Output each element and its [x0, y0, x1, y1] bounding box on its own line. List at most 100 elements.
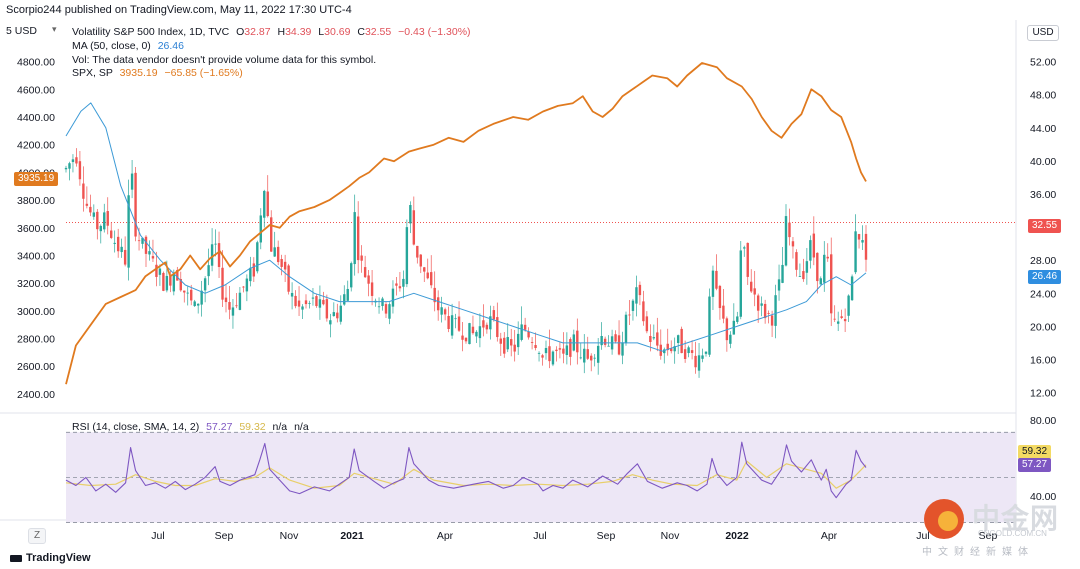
vix-candle-body [826, 256, 829, 259]
vix-candle-up [624, 311, 628, 346]
vix-candle-body [183, 290, 186, 293]
vix-candle-up [607, 335, 610, 347]
vix-candle-down [530, 337, 534, 350]
x-axis-tick: 2022 [725, 530, 749, 542]
vix-candle-body [843, 319, 847, 322]
vix-candle-down [315, 294, 318, 308]
vix-candle-up [245, 274, 249, 302]
legend-high-value: 34.39 [285, 26, 312, 38]
legend-change-value: −0.43 (−1.30%) [398, 26, 471, 38]
vix-candle-body [823, 254, 826, 283]
vix-candle-body [767, 313, 770, 314]
vix-candle-down [770, 310, 774, 338]
vix-candle-body [840, 316, 843, 318]
vix-candle-down [680, 326, 683, 354]
vix-candle-body [503, 337, 506, 354]
spx-price-tag: 3935.19 [14, 172, 59, 186]
vix-candle-body [687, 347, 690, 354]
spx-axis-tick: 3000.00 [17, 306, 55, 318]
legend-spx-value: 3935.19 [119, 67, 158, 79]
vix-candle-up [200, 280, 203, 317]
chevron-down-icon[interactable]: ▾ [52, 24, 57, 34]
legend-rsi[interactable]: RSI (14, close, SMA, 14, 2) 57.27 59.32 … [72, 421, 309, 433]
vix-candle-body [190, 289, 193, 301]
vix-candle-up [516, 321, 520, 355]
vix-candle-body [676, 335, 680, 344]
vix-candle-body [395, 283, 398, 286]
vix-candle-body [736, 316, 739, 322]
vix-candle-body [516, 333, 520, 348]
vix-candle-body [249, 267, 252, 282]
vix-candle-body [485, 324, 489, 330]
vix-candle-up [402, 270, 405, 299]
x-axis-tick: Apr [821, 530, 838, 542]
legend-high-label: H [277, 26, 286, 38]
vix-candle-down [576, 318, 579, 365]
vix-candle-down [325, 294, 329, 322]
vix-candle-up [193, 299, 196, 307]
vix-candle-body [172, 273, 176, 292]
vix-candle-body [179, 278, 182, 291]
x-axis-tick: Nov [661, 530, 680, 542]
vix-candle-body [579, 357, 582, 359]
vix-candle-up [850, 274, 854, 301]
vix-candle-body [276, 246, 280, 263]
tradingview-logo[interactable]: TradingView [10, 552, 91, 564]
vix-candle-body [482, 320, 485, 328]
legend-vol[interactable]: Vol: The data vendor doesn't provide vol… [72, 54, 376, 66]
legend-ma[interactable]: MA (50, close, 0) 26.46 [72, 40, 184, 52]
vix-axis-tick: 28.00 [1030, 255, 1056, 267]
vix-candle-body [443, 309, 447, 315]
watermark-subtitle: 中文财经新媒体 [922, 547, 1034, 558]
timezone-button[interactable]: Z [28, 528, 46, 544]
vix-candle-up [777, 264, 781, 301]
vix-candle-down [683, 340, 687, 363]
vix-candle-body [697, 355, 701, 371]
vix-candle-body [743, 247, 746, 249]
vix-candle-up [71, 154, 75, 173]
vix-candle-up [836, 311, 840, 332]
x-axis-tick: Nov [280, 530, 299, 542]
vix-candle-body [475, 331, 478, 337]
vix-candle-up [520, 306, 523, 342]
vix-candle-down [96, 209, 99, 240]
vix-candle-up [596, 338, 600, 375]
vix-candle-body [569, 339, 572, 357]
vix-candle-body [71, 159, 75, 163]
vix-candle-up [739, 241, 742, 320]
spx-axis-tick: 3200.00 [17, 278, 55, 290]
vix-candle-body [130, 173, 134, 190]
vix-candle-body [203, 278, 207, 291]
vix-candle-down [228, 285, 231, 320]
vix-candle-body [607, 345, 610, 347]
legend-main[interactable]: Volatility S&P 500 Index, 1D, TVC O32.87… [72, 26, 471, 38]
vix-candle-up [475, 330, 478, 343]
vix-candle-body [492, 310, 496, 320]
legend-spx-title: SPX, SP [72, 67, 113, 79]
vix-candle-body [586, 349, 589, 359]
left-currency-label[interactable]: 5 USD [6, 25, 37, 37]
vix-candle-down [802, 258, 805, 282]
vix-candle-body [273, 247, 276, 257]
vix-candle-body [436, 297, 440, 311]
vix-candle-body [461, 335, 464, 340]
x-axis-tick: 2021 [340, 530, 364, 542]
vix-candle-up [819, 276, 822, 285]
vix-candle-body [701, 355, 704, 359]
watermark-title: 中金网 [972, 502, 1060, 535]
vix-candle-body [544, 347, 548, 354]
right-currency-button[interactable]: USD [1027, 25, 1059, 41]
vix-candle-down [360, 245, 363, 273]
vix-candle-down [558, 341, 562, 359]
vix-candle-body [322, 299, 325, 305]
vix-candle-body [290, 292, 294, 297]
vix-candle-down [242, 286, 245, 293]
vix-candle-body [210, 244, 214, 266]
legend-spx[interactable]: SPX, SP 3935.19 −65.85 (−1.65%) [72, 67, 243, 79]
spx-axis-tick: 4600.00 [17, 84, 55, 96]
vix-candle-up [329, 313, 332, 338]
vix-candle-down [447, 306, 450, 333]
vix-candle-up [318, 285, 322, 320]
vix-candle-down [75, 148, 78, 167]
